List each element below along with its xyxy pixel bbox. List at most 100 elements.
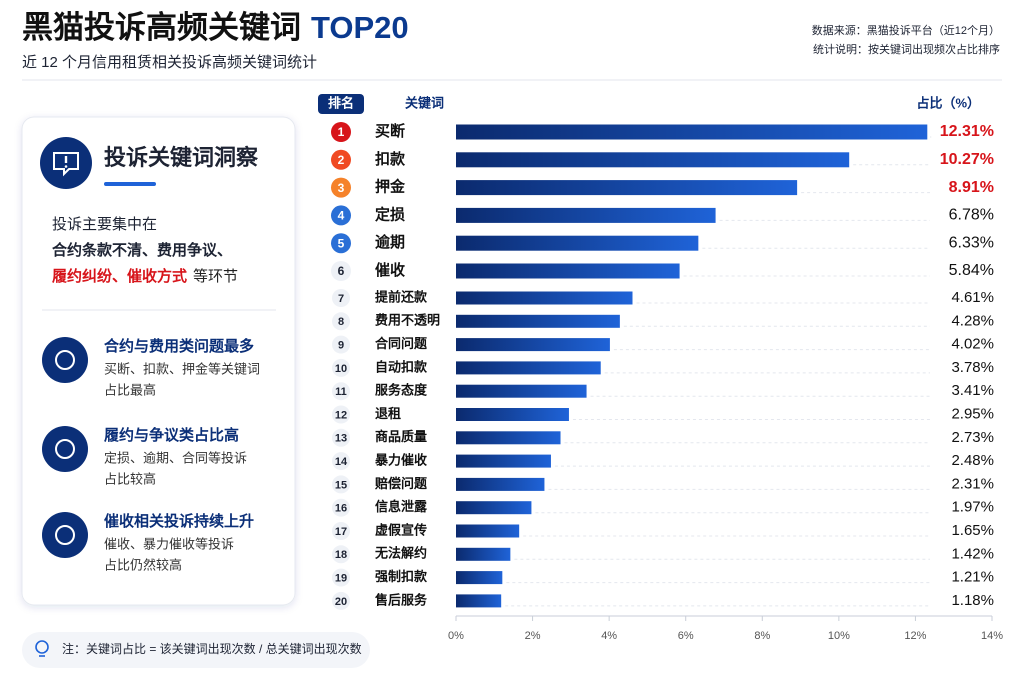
- x-tick-label: 10%: [828, 630, 850, 642]
- keyword: 费用不透明: [375, 313, 440, 328]
- keyword: 买断: [375, 122, 405, 140]
- x-tick-label: 8%: [754, 630, 770, 642]
- item-icon-glyph: [55, 350, 75, 370]
- rank: 14: [335, 456, 348, 468]
- keyword: 逾期: [375, 233, 405, 251]
- bar: [456, 338, 610, 352]
- panel-icon-glyph: [64, 165, 68, 168]
- bar: [456, 454, 551, 468]
- rank-badge: [332, 591, 350, 610]
- keyword: 扣款: [375, 150, 406, 168]
- x-tick-label: 4%: [601, 630, 617, 642]
- rank: 2: [338, 153, 345, 167]
- keyword: 信息泄露: [375, 499, 428, 514]
- value-label: 12.31%: [940, 123, 994, 140]
- source: 数据来源：黑猫投诉平台（近12个月）: [812, 23, 1000, 37]
- keyword: 暴力催收: [374, 453, 428, 468]
- rank-badge: [332, 522, 350, 540]
- bar: [456, 477, 545, 491]
- insight-panel: [21, 116, 296, 606]
- value-label: 4.28%: [951, 312, 994, 329]
- value-label: 3.41%: [951, 382, 994, 399]
- item-text: 占比仍然较高: [104, 557, 182, 572]
- rank: 3: [338, 181, 345, 195]
- keyword: 强制扣款: [375, 569, 428, 584]
- value-label: 8.91%: [949, 179, 994, 196]
- value-label: 1.97%: [951, 499, 994, 516]
- rank-badge: [331, 177, 351, 198]
- bar: [456, 594, 502, 608]
- bar: [456, 571, 503, 585]
- rank: 1: [338, 125, 345, 139]
- panel-heading: 投诉关键词洞察: [104, 145, 259, 170]
- x-tick-label: 2%: [525, 630, 541, 642]
- value-label: 6.78%: [949, 207, 994, 224]
- bar: [456, 291, 633, 305]
- x-tick-label: 0%: [448, 630, 464, 642]
- item-title: 合约与费用类问题最多: [103, 337, 254, 355]
- item-icon: [42, 512, 88, 558]
- value-label: 4.02%: [951, 336, 994, 353]
- rank-badge: [332, 452, 350, 471]
- rank-badge: [332, 312, 350, 331]
- panel-highlight: 履约纠纷、催收方式 等环节: [51, 267, 238, 285]
- bar: [456, 314, 620, 328]
- rank-badge: [332, 382, 350, 401]
- value-label: 1.18%: [951, 592, 994, 609]
- rank-badge: [332, 568, 350, 587]
- panel-highlight: 合约条款不清、费用争议、: [51, 241, 232, 259]
- keyword: 定损: [375, 205, 405, 223]
- value-label: 2.73%: [951, 429, 994, 446]
- item-icon-glyph: [55, 439, 75, 459]
- bar: [456, 180, 798, 196]
- rank: 20: [335, 596, 347, 608]
- footnote-box: [22, 632, 370, 668]
- rank: 12: [335, 409, 347, 421]
- rank-header-bg: [318, 94, 364, 114]
- rank-badge: [331, 205, 351, 226]
- method-note: 统计说明：按关键词出现频次占比排序: [813, 42, 1000, 56]
- rank: 9: [338, 340, 344, 352]
- keyword: 催收: [375, 261, 405, 279]
- rank: 15: [335, 479, 347, 491]
- rank-badge: [332, 545, 350, 564]
- value-label: 5.84%: [949, 262, 994, 279]
- rank-badge: [332, 289, 350, 307]
- panel-intro: 投诉主要集中在: [52, 216, 157, 233]
- value-label: 4.61%: [951, 289, 994, 306]
- bar: [456, 235, 699, 251]
- keyword: 退租: [375, 406, 401, 421]
- item-text: 占比较高: [104, 471, 156, 486]
- bar: [456, 124, 928, 140]
- bar: [456, 547, 511, 561]
- keyword: 商品质量: [375, 429, 427, 444]
- keyword: 押金: [375, 178, 406, 196]
- value-label: 1.42%: [951, 545, 994, 562]
- x-tick-label: 14%: [981, 630, 1003, 642]
- keyword: 赔偿问题: [374, 476, 428, 491]
- value-label: 2.31%: [951, 475, 994, 492]
- rank: 10: [335, 363, 347, 375]
- rank-badge: [332, 475, 350, 494]
- item-text: 定损、逾期、合同等投诉: [104, 450, 247, 465]
- keyword: 合同问题: [375, 336, 428, 351]
- keyword: 提前还款: [375, 289, 428, 304]
- column-header: 关键词: [405, 95, 444, 110]
- column-header: 排名: [328, 95, 354, 110]
- bar: [456, 207, 716, 223]
- value-label: 3.78%: [951, 359, 994, 376]
- item-icon-glyph: [55, 525, 75, 545]
- rank-badge: [332, 498, 350, 517]
- x-tick-label: 12%: [904, 630, 926, 642]
- rank: 4: [338, 209, 345, 223]
- item-text: 买断、扣款、押金等关键词: [104, 361, 260, 376]
- keyword: 服务态度: [375, 383, 428, 398]
- item-title: 履约与争议类占比高: [103, 426, 239, 444]
- keyword: 无法解约: [374, 546, 427, 561]
- x-tick-label: 6%: [678, 630, 694, 642]
- rank-badge: [331, 122, 351, 142]
- value-label: 1.65%: [951, 522, 994, 539]
- rank-badge: [332, 358, 350, 377]
- rank: 6: [338, 264, 345, 278]
- rank-badge: [331, 261, 351, 281]
